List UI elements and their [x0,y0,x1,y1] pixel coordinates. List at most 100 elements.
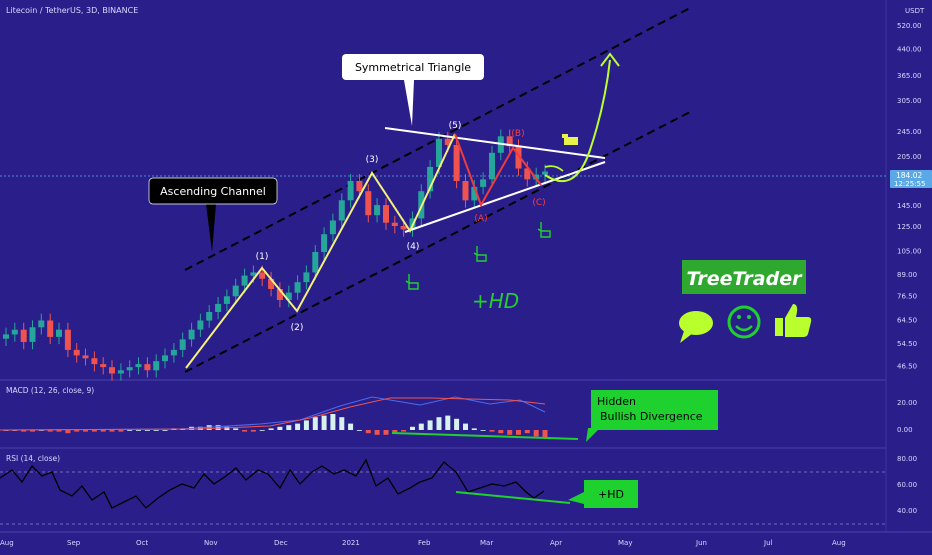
candle-body [524,168,531,180]
candle-body [206,312,213,321]
macd-bar [30,430,35,432]
candle-body [268,278,275,289]
hd-main-label: +HD [472,289,519,313]
macd-bar [295,423,301,430]
macd-bar [56,430,62,432]
macd-bar [74,430,80,432]
macd-bar [383,430,389,435]
candle-body [241,275,248,286]
wave-labels: (1) (2) (3) (4) (5) (A) (B) (C) [256,121,546,333]
candle-body [338,200,345,221]
candle-body [100,364,107,368]
candle-body [144,364,151,371]
macd-bar [242,430,248,432]
candle-body [347,181,354,201]
hd-rsi-label: +HD [598,488,624,501]
macd-bar [480,430,486,431]
macd-bar [418,423,424,430]
price-tick-label: 64.50 [897,316,917,324]
macd-bar [100,430,106,432]
macd-bar [321,415,327,430]
macd-bar [47,430,53,432]
macd-bar [374,430,380,435]
last-price-countdown: 12:25:55 [894,180,925,188]
macd-tick-label: 20.00 [897,399,917,407]
candle-body [56,329,62,337]
macd-bar [268,428,274,430]
macd-bar [144,430,150,431]
macd-title: MACD (12, 26, close, 9) [6,386,94,395]
time-tick-label: Dec [274,539,288,547]
candle-body [391,222,398,226]
candle-body [232,285,239,297]
candle-body [117,370,124,374]
candle-body [259,272,266,279]
price-tick-label: 145.00 [897,202,922,210]
price-tick-label: 245.00 [897,128,922,136]
candle-body [515,146,522,169]
candle-body [179,339,186,350]
hand-pointer-icons [405,222,551,290]
candle-body [38,320,45,328]
wave-label: (2) [291,323,304,333]
macd-bar [233,428,239,430]
candle-body [489,152,495,180]
brand-label: TreeTrader [687,268,804,290]
macd-bar [127,430,133,431]
candle-body [223,296,230,304]
candle-body [135,364,142,368]
candle-body [215,303,222,312]
impulse-wave-line [185,133,456,369]
price-axis: 520.00 440.00 365.00 305.00 245.00 205.00 145.… [897,22,922,371]
candle-body [126,367,133,371]
candle-body [427,166,434,192]
time-tick-label: Aug [832,539,846,547]
hand-icon-yellow [562,134,578,145]
macd-bar [109,430,115,432]
macd-bar [118,430,124,432]
macd-bar [392,430,398,434]
candle-body [480,179,487,187]
time-tick-label: Sep [67,539,81,547]
candle-body [47,320,54,337]
candle-body [109,367,115,374]
rsi-tick-label: 40.00 [897,507,917,515]
candle-body [91,358,98,365]
hand-pointer-icon [537,222,551,238]
macd-bar [348,423,354,430]
macd-bar [259,430,265,431]
rsi-divergence-line [455,491,571,504]
macd-bar [516,430,521,435]
macd-bar [38,430,44,431]
macd-bar [427,420,433,430]
time-tick-label: Feb [418,539,431,547]
price-tick-label: 46.50 [897,363,917,371]
wave-label: (5) [449,121,462,131]
symmetrical-triangle-label: Symmetrical Triangle [355,61,471,74]
wave-label: (C) [532,198,545,208]
channel-upper-line [184,7,691,271]
macd-bar [136,430,141,431]
candle-body [170,349,177,356]
candle-body [453,145,460,181]
projection-start-curve [544,165,564,172]
projection-arrowhead [600,52,620,67]
time-tick-label: Oct [136,539,148,547]
macd-bar [162,430,168,431]
price-tick-label: 520.00 [897,22,922,30]
ascending-channel-callout: Ascending Channel [148,177,278,252]
hidden-divergence-line1: Hidden [597,395,636,408]
hidden-divergence-callout: Hidden Bullish Divergence [586,390,718,442]
price-unit: USDT [905,7,925,15]
macd-bar [365,430,371,434]
macd-bar [21,430,27,432]
candle-body [294,282,301,293]
candle-body [312,252,319,273]
candle-body [374,205,381,216]
time-tick-label: 2021 [342,539,360,547]
macd-bar [153,430,159,431]
candle-body [64,329,71,350]
hd-rsi-callout: +HD [568,480,638,508]
